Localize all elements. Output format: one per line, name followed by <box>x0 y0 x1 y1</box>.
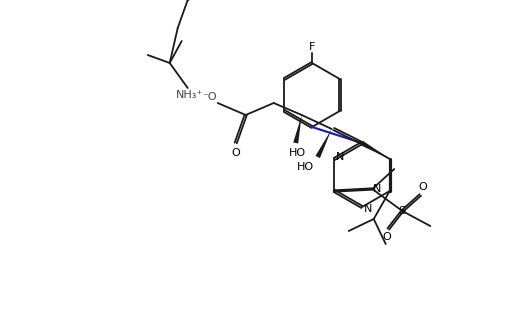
Text: N: N <box>336 152 345 162</box>
Text: NH₃⁺: NH₃⁺ <box>176 90 203 100</box>
Text: HO: HO <box>297 162 315 172</box>
Text: O: O <box>231 148 240 158</box>
Polygon shape <box>361 141 390 159</box>
Text: O: O <box>418 182 427 192</box>
Text: S: S <box>399 206 406 216</box>
Text: ⁻O: ⁻O <box>202 92 217 102</box>
Text: F: F <box>309 42 315 52</box>
Text: HO: HO <box>289 148 306 158</box>
Text: N: N <box>373 184 381 194</box>
Polygon shape <box>316 129 332 158</box>
Text: N: N <box>364 204 372 214</box>
Polygon shape <box>293 115 302 143</box>
Text: O: O <box>382 232 391 242</box>
